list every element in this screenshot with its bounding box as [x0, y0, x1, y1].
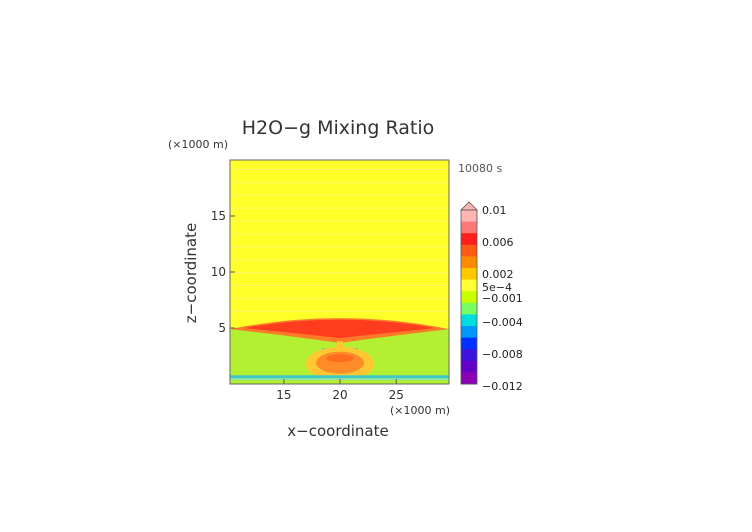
colorbar-swatch — [461, 337, 477, 350]
chart-title: H2O−g Mixing Ratio — [242, 117, 434, 139]
y-unit-label: (×1000 m) — [168, 138, 228, 151]
colorbar-swatch — [461, 221, 477, 234]
colorbar-swatch — [461, 279, 477, 292]
surface-band-edge — [230, 378, 449, 381]
colorbar-swatch — [461, 302, 477, 315]
y-tick-label: 10 — [211, 265, 226, 279]
x-tick-label: 20 — [332, 388, 347, 402]
axes: 15 20 25 5 10 15 — [211, 159, 450, 402]
colorbar-swatch — [461, 372, 477, 385]
y-tick-label: 5 — [218, 321, 226, 335]
colorbar-swatch — [461, 349, 477, 362]
x-axis-label: x−coordinate — [287, 422, 388, 440]
x-tick-label: 15 — [276, 388, 291, 402]
colorbar-label: −0.012 — [482, 380, 523, 393]
colorbar-swatch — [461, 244, 477, 257]
x-tick-label: 25 — [389, 388, 404, 402]
moist-layer — [244, 319, 435, 339]
colorbar-arrow — [460, 201, 478, 211]
colorbar-label: 5e−4 — [482, 281, 512, 294]
colorbar-frame — [460, 209, 478, 385]
colorbar-swatch — [461, 233, 477, 246]
colorbar-swatch — [461, 256, 477, 269]
colorbar-swatch — [461, 360, 477, 373]
x-unit-label: (×1000 m) — [390, 404, 450, 417]
colorbar-swatch — [461, 210, 477, 223]
colorbar-label: 0.002 — [482, 268, 514, 281]
surface-band — [230, 375, 449, 379]
time-label: 10080 s — [458, 162, 502, 175]
plume-inner — [326, 354, 355, 363]
y-tick-label: 15 — [211, 209, 226, 223]
colorbar-label: 0.01 — [482, 204, 507, 217]
colorbar-swatch — [461, 291, 477, 304]
y-axis-label: z−coordinate — [182, 223, 200, 323]
colorbar-swatch — [461, 314, 477, 327]
colorbar-label: −0.008 — [482, 348, 523, 361]
colorbar-label: −0.001 — [482, 292, 523, 305]
upper-layer — [230, 160, 449, 330]
colorbar-swatch — [461, 268, 477, 281]
colorbar-swatch — [461, 326, 477, 339]
colorbar-label: −0.004 — [482, 316, 523, 329]
plot-area — [230, 160, 449, 384]
colorbar-label: 0.006 — [482, 236, 514, 249]
